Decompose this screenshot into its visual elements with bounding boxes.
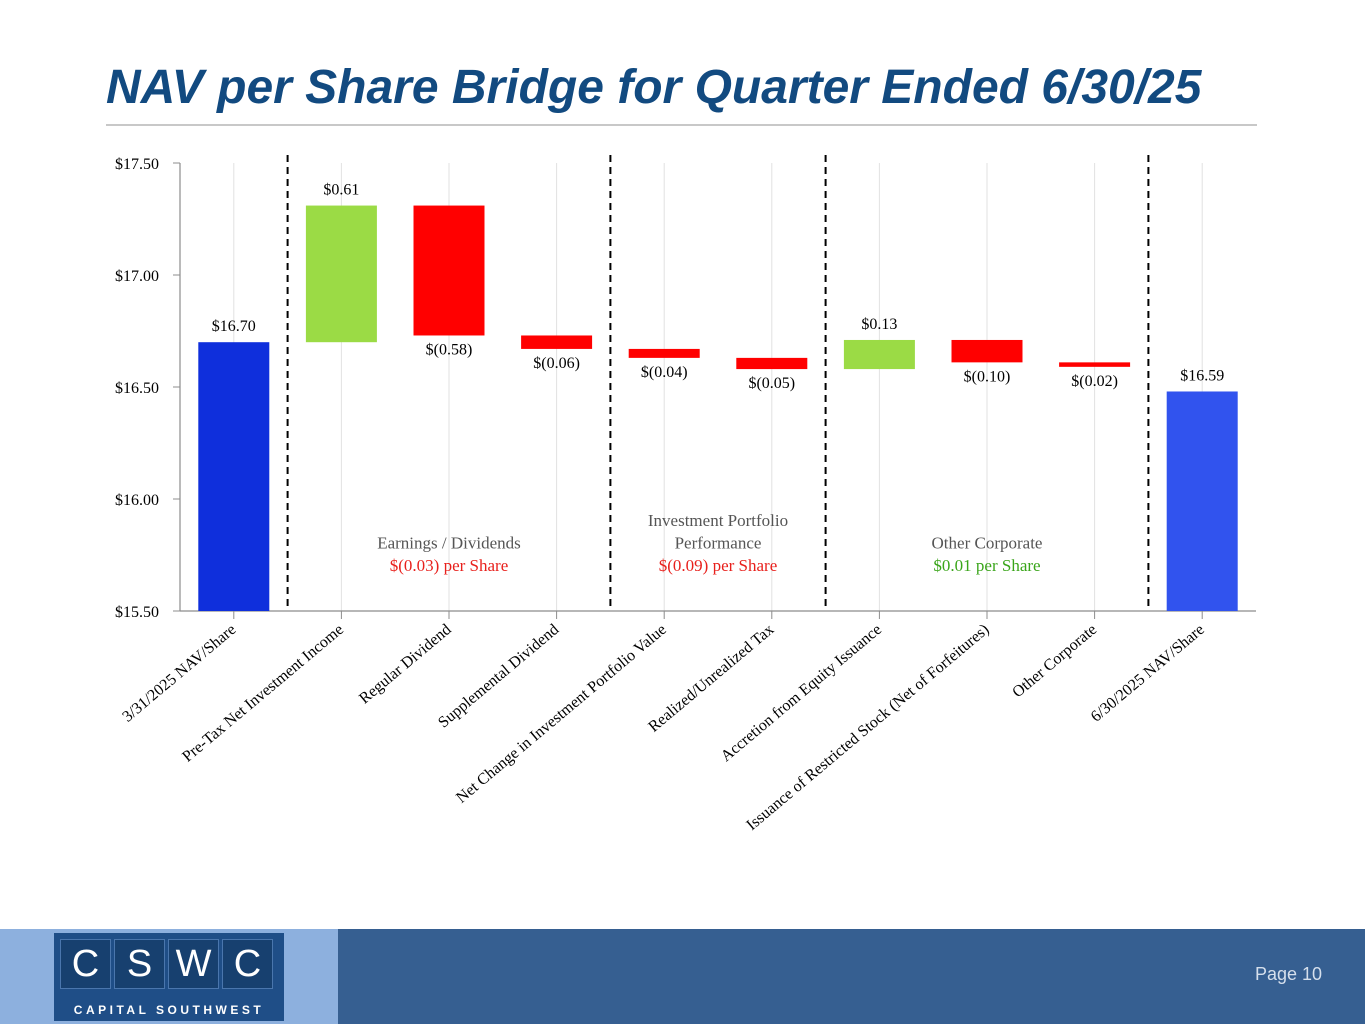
cswc-logo: C S W C CAPITAL SOUTHWEST (54, 933, 284, 1021)
data-label: $(0.04) (641, 364, 688, 381)
category-label: Issuance of Restricted Stock (Net of For… (743, 621, 992, 834)
page-number: Page 10 (1254, 964, 1322, 984)
category-label: Other Corporate (1009, 621, 1100, 701)
page-title: NAV per Share Bridge for Quarter Ended 6… (106, 61, 1202, 114)
data-label: $16.70 (212, 318, 256, 335)
group-title: Performance (675, 534, 762, 553)
footer-logo-panel: C S W C CAPITAL SOUTHWEST (0, 929, 338, 1024)
footer-bar: C S W C CAPITAL SOUTHWEST Page 10 (0, 929, 1365, 1024)
bar (736, 357, 808, 370)
category-label: 3/31/2025 NAV/Share (119, 621, 239, 726)
data-label: $(0.02) (1071, 373, 1118, 390)
data-label: $(0.06) (533, 355, 580, 372)
data-label: $(0.05) (748, 375, 795, 392)
data-label: $(0.10) (964, 368, 1011, 385)
bar (628, 348, 700, 358)
data-label: $0.13 (861, 316, 897, 333)
group-title: Earnings / Dividends (377, 534, 521, 553)
group-title: Investment Portfolio (648, 511, 788, 530)
logo-subtitle: CAPITAL SOUTHWEST (73, 1003, 265, 1017)
data-label: $(0.58) (426, 341, 473, 358)
bar (521, 335, 593, 349)
bar (198, 342, 270, 611)
y-tick-label: $17.50 (115, 156, 159, 173)
group-title: Other Corporate (932, 534, 1043, 553)
logo-letter: C (222, 939, 273, 989)
data-label: $16.59 (1180, 367, 1224, 384)
title-divider (106, 124, 1257, 126)
y-tick-label: $16.00 (115, 492, 159, 509)
category-label: 6/30/2025 NAV/Share (1088, 621, 1208, 726)
bar (413, 205, 485, 336)
bar (305, 205, 377, 343)
group-summary: $0.01 per Share (933, 556, 1040, 575)
y-tick-label: $16.50 (115, 380, 159, 397)
bar (951, 339, 1023, 363)
y-tick-label: $17.00 (115, 268, 159, 285)
bar (843, 339, 915, 370)
bar (1059, 362, 1131, 367)
category-label: Regular Dividend (356, 621, 454, 707)
group-summary: $(0.03) per Share (390, 556, 509, 575)
category-label: Supplemental Dividend (435, 621, 562, 731)
logo-letter: C (60, 939, 111, 989)
group-summary: $(0.09) per Share (659, 556, 778, 575)
y-tick-label: $15.50 (115, 604, 159, 621)
logo-letter: S (114, 939, 165, 989)
logo-letters: C S W C (60, 939, 276, 989)
nav-bridge-chart: $15.50 $16.00 $16.50 $17.00 $17.50 3/31/2025 … (115, 155, 1256, 834)
logo-letter: W (168, 939, 219, 989)
category-label: Net Change in Investment Portfolio Value (453, 621, 670, 807)
bar (1166, 391, 1238, 611)
data-label: $0.61 (323, 182, 359, 199)
